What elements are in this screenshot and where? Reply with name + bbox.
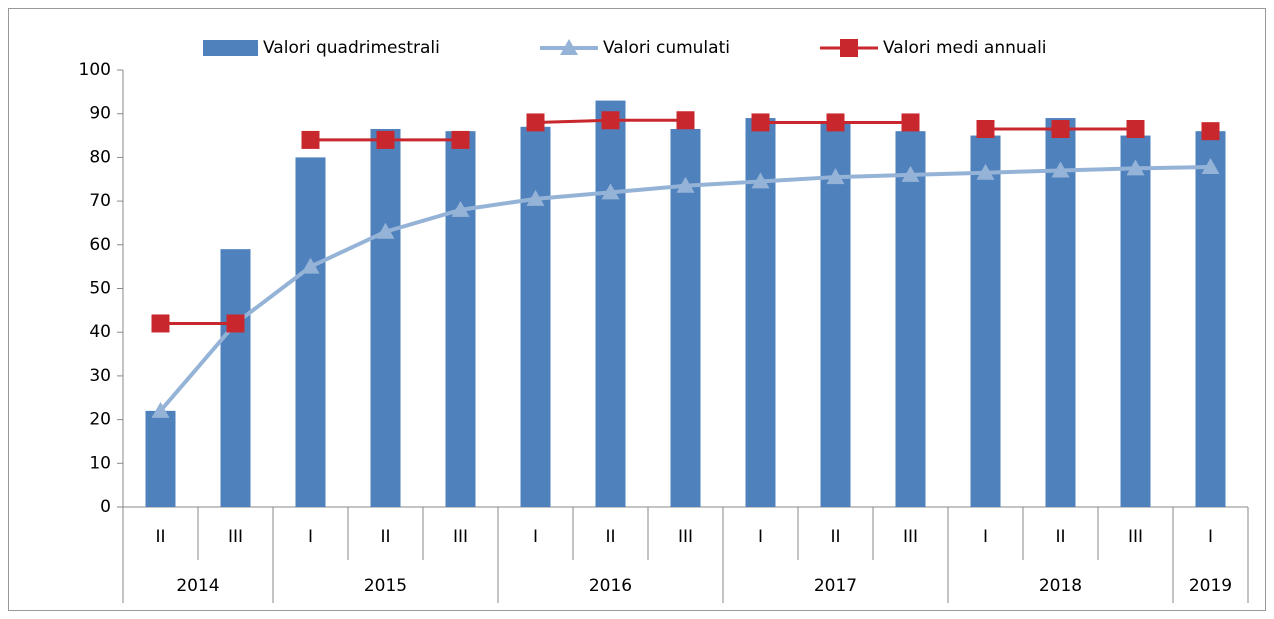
marker <box>976 119 995 138</box>
marker <box>1126 119 1145 138</box>
bar <box>970 135 1001 508</box>
marker <box>976 163 995 180</box>
group-label: 2017 <box>814 576 857 596</box>
y-tick-label: 40 <box>89 322 111 342</box>
y-tick-label: 100 <box>79 60 111 80</box>
y-tick-label: 20 <box>89 410 111 430</box>
bar <box>520 126 551 507</box>
marker <box>901 165 920 182</box>
marker <box>1126 159 1145 176</box>
x-tick-label: III <box>678 527 693 547</box>
legend-marker <box>560 39 578 55</box>
marker <box>901 113 920 132</box>
marker <box>601 111 620 130</box>
y-tick-label: 30 <box>89 366 111 386</box>
marker <box>826 168 845 185</box>
marker <box>601 183 620 200</box>
x-tick-label: III <box>228 527 243 547</box>
bar <box>595 100 626 507</box>
legend-label: Valori medi annuali <box>883 38 1047 58</box>
marker <box>376 130 395 149</box>
marker <box>526 113 545 132</box>
x-tick-label: III <box>1128 527 1143 547</box>
marker <box>826 113 845 132</box>
x-tick-label: II <box>1055 527 1065 547</box>
legend-swatch <box>203 40 258 56</box>
x-tick-label: II <box>830 527 840 547</box>
bar <box>895 131 926 507</box>
bar <box>1045 118 1076 507</box>
y-tick-label: 50 <box>89 279 111 299</box>
y-tick-label: 90 <box>89 104 111 124</box>
marker <box>151 314 170 333</box>
marker <box>526 189 545 206</box>
x-tick-label: I <box>758 527 763 547</box>
bar <box>1195 131 1226 507</box>
y-tick-label: 80 <box>89 147 111 167</box>
y-tick-label: 10 <box>89 453 111 473</box>
bar <box>220 249 251 508</box>
marker <box>376 222 395 239</box>
y-tick-label: 60 <box>89 235 111 255</box>
marker <box>1201 122 1220 141</box>
group-label: 2014 <box>176 576 219 596</box>
marker <box>676 111 695 130</box>
chart-frame <box>8 8 1266 611</box>
y-tick-label: 0 <box>100 497 111 517</box>
bar <box>1120 135 1151 508</box>
bar <box>295 157 326 507</box>
x-tick-label: III <box>903 527 918 547</box>
bar <box>370 128 401 507</box>
group-label: 2018 <box>1039 576 1082 596</box>
bar <box>820 122 851 507</box>
marker <box>751 172 770 189</box>
x-tick-label: I <box>308 527 313 547</box>
x-tick-label: I <box>533 527 538 547</box>
legend-label: Valori quadrimestrali <box>263 38 440 58</box>
y-tick-label: 70 <box>89 191 111 211</box>
marker <box>1201 158 1220 175</box>
group-label: 2019 <box>1189 576 1232 596</box>
x-tick-label: III <box>453 527 468 547</box>
marker <box>751 113 770 132</box>
marker <box>301 130 320 149</box>
x-tick-label: I <box>983 527 988 547</box>
bar <box>145 410 176 507</box>
x-tick-label: I <box>1208 527 1213 547</box>
marker <box>1051 161 1070 178</box>
group-label: 2016 <box>589 576 632 596</box>
marker <box>1051 119 1070 138</box>
marker <box>676 176 695 193</box>
marker <box>451 130 470 149</box>
legend-marker <box>840 39 858 57</box>
x-tick-label: II <box>155 527 165 547</box>
group-label: 2015 <box>364 576 407 596</box>
x-tick-label: II <box>380 527 390 547</box>
marker <box>151 401 170 418</box>
marker <box>451 200 470 217</box>
legend-label: Valori cumulati <box>603 38 730 58</box>
bar <box>445 131 476 507</box>
marker <box>226 314 245 333</box>
marker <box>301 257 320 274</box>
x-tick-label: II <box>605 527 615 547</box>
